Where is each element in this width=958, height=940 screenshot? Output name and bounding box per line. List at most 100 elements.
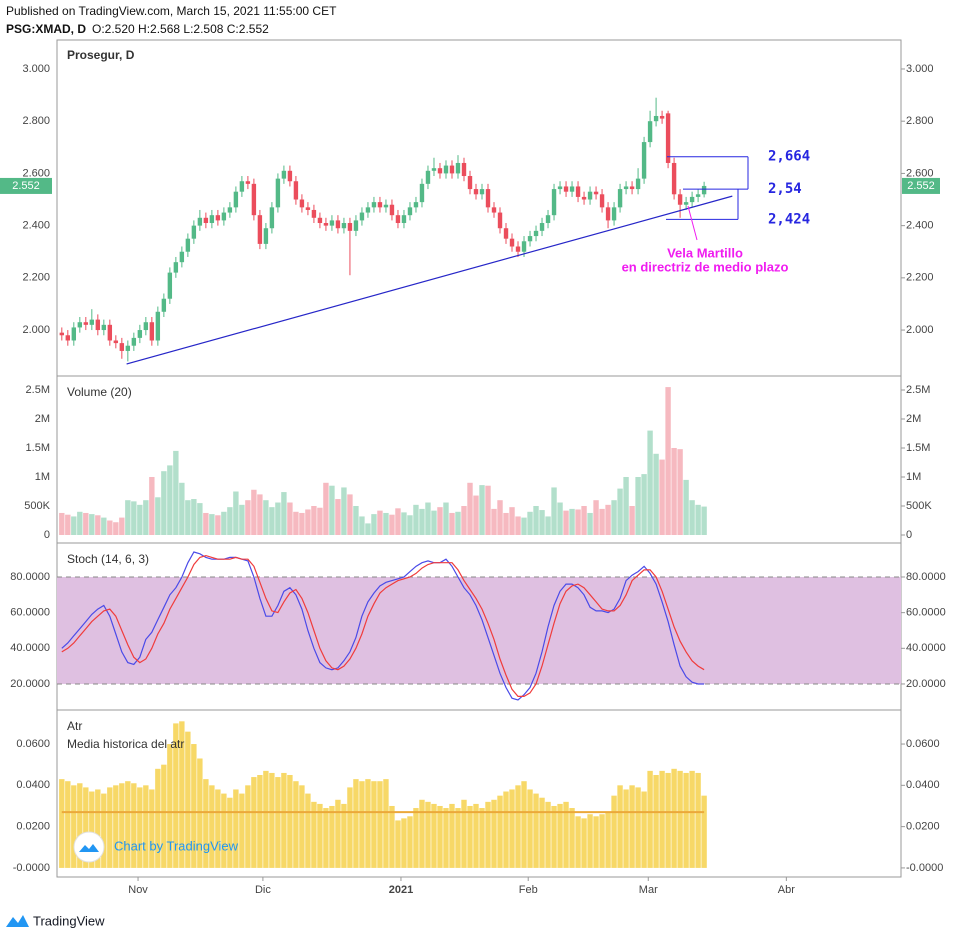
bar (329, 805, 335, 868)
bar (257, 494, 263, 535)
bar (527, 511, 533, 535)
bar (671, 768, 677, 868)
bar (503, 791, 509, 868)
candle-body (671, 162, 677, 195)
bar (323, 482, 329, 535)
bar (551, 487, 557, 535)
y-tick-label: 0.0600 (906, 738, 940, 750)
bar (557, 803, 563, 868)
candle-body (677, 194, 683, 205)
watermark: Chart by TradingView (73, 831, 239, 863)
bar (455, 808, 461, 868)
bar (419, 799, 425, 868)
y-tick-label: -0.0000 (13, 862, 50, 874)
annotation-pointer (687, 205, 698, 241)
bar (623, 476, 629, 535)
bar (521, 781, 527, 868)
candle-body (353, 220, 359, 231)
candle-body (89, 319, 95, 325)
bar (557, 502, 563, 535)
bar (641, 474, 647, 535)
pane-title: Stoch (14, 6, 3) (67, 552, 149, 566)
bar (365, 779, 371, 868)
candle-body (569, 186, 575, 192)
level-label: 2,424 (768, 211, 810, 227)
y-tick-label: 500K (24, 500, 50, 512)
y-tick-label: 2.200 (906, 272, 934, 284)
candle-body (257, 215, 263, 244)
bar (383, 779, 389, 868)
logo-icon (6, 915, 29, 927)
candle-body (551, 189, 557, 216)
candle-body (263, 228, 269, 244)
candle-body (407, 207, 413, 216)
candle-body (629, 186, 635, 190)
candle-body (233, 191, 239, 208)
candle-body (581, 196, 587, 200)
candle-body (155, 311, 161, 341)
bar (407, 515, 413, 535)
last-price-label: 2.552 (907, 180, 935, 192)
bar (131, 783, 137, 868)
bar (89, 791, 95, 868)
bar (701, 506, 707, 535)
bar (257, 775, 263, 868)
y-tick-label: 0 (44, 529, 50, 541)
candle-body (659, 115, 665, 119)
bar (677, 449, 683, 535)
bar (443, 502, 449, 535)
y-tick-label: 80.0000 (10, 571, 50, 583)
y-tick-label: 2.000 (906, 324, 934, 336)
watermark-icon (79, 844, 99, 852)
candle-body (323, 223, 329, 226)
bar (659, 770, 665, 868)
bar (59, 512, 65, 535)
candle-body (617, 189, 623, 208)
y-tick-label: 2.400 (906, 220, 934, 232)
bar (647, 770, 653, 868)
bar (281, 492, 287, 535)
candle-body (341, 223, 347, 229)
bar (65, 781, 71, 868)
candle-body (485, 189, 491, 208)
candle-body (545, 215, 551, 224)
bar (227, 507, 233, 535)
bar (155, 768, 161, 868)
bar (647, 430, 653, 535)
candle-body (335, 220, 341, 229)
bar (371, 781, 377, 868)
candle-body (191, 225, 197, 239)
candle-body (119, 343, 125, 351)
bar (119, 783, 125, 868)
bar (515, 516, 521, 535)
candle-body (371, 202, 377, 208)
bar (329, 485, 335, 535)
candle-body (563, 186, 569, 192)
y-tick-label: 1M (906, 471, 921, 483)
y-tick-label: 60.0000 (10, 607, 50, 619)
bar (467, 805, 473, 868)
bar (677, 770, 683, 868)
bar (131, 501, 137, 535)
bar (389, 805, 395, 868)
y-tick-label: 0.0600 (16, 738, 50, 750)
candle-body (59, 332, 65, 336)
bar (185, 500, 191, 535)
published-line: Published on TradingView.com, March 15, … (6, 4, 337, 18)
candle-body (443, 165, 449, 174)
y-tick-label: 2.600 (906, 167, 934, 179)
bar (653, 775, 659, 868)
candle-body (539, 223, 545, 231)
bar (77, 511, 83, 535)
candle-body (65, 335, 71, 341)
bar (269, 507, 275, 535)
bar (485, 485, 491, 535)
candle-body (599, 194, 605, 208)
y-tick-label: 40.0000 (906, 642, 946, 654)
bar (593, 500, 599, 535)
bar (683, 772, 689, 868)
bar (113, 522, 119, 535)
bar (485, 801, 491, 868)
bar (173, 723, 179, 868)
y-tick-label: 0.0400 (16, 779, 50, 791)
